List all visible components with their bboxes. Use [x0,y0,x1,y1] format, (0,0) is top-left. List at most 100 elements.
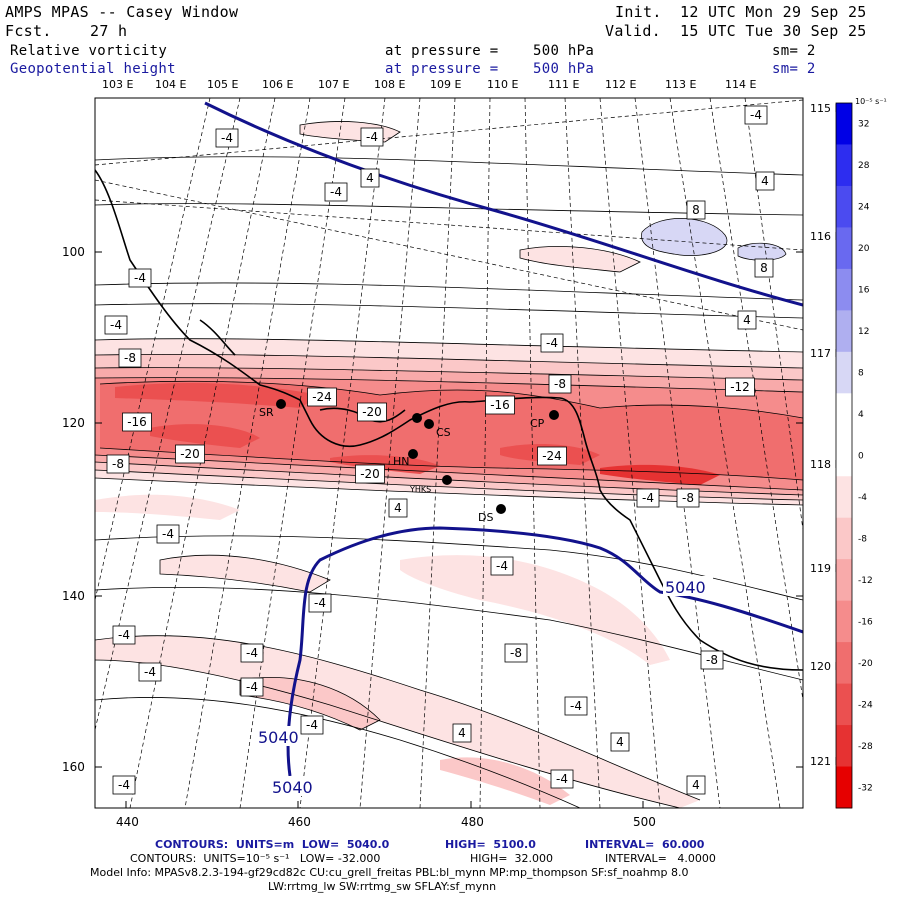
vorticity-label-box [324,182,348,202]
vorticity-label: -4 [642,491,654,505]
field1-pressure-label: at pressure = [385,43,499,59]
map-layers [95,98,803,808]
top-axis: 103 E 104 E 105 E 106 E 107 E 108 E 109 … [102,78,841,115]
colorbar-level-label: -12 [858,576,873,586]
station-cs-dot-1 [412,413,422,423]
right-lon-119: 119 E [810,562,841,575]
top-lon-105: 105 E [207,78,238,91]
vorticity-label-box [452,723,472,743]
vorticity-label: -4 [314,596,326,610]
vorticity-label-box [355,464,385,484]
colorbar-swatch [836,310,852,353]
station-hn-dot [408,449,418,459]
vorticity-label: -16 [127,415,147,429]
vorticity-label-box [636,488,660,508]
vorticity-label: -8 [510,646,522,660]
colorbar-swatch [836,766,852,809]
bottom-tick-480: 480 [461,815,484,829]
station-label-hn: HN [393,455,410,468]
colorbar-swatch [836,227,852,270]
vorticity-label-box [737,310,757,330]
vorticity-label: -8 [682,491,694,505]
vorticity-label: -4 [110,318,122,332]
vorticity-label-box [744,105,768,125]
vorticity-label: 8 [692,203,700,217]
top-lon-106: 106 E [262,78,293,91]
left-tick-120: 120 [62,416,85,430]
bottom-tick-460: 460 [288,815,311,829]
vorticity-label-box [725,377,755,397]
footer-vort-high: HIGH= 32.000 [470,852,554,865]
colorbar-swatch [836,351,852,394]
vorticity-label: -8 [124,351,136,365]
left-axis: 100 120 140 160 [62,245,85,774]
vorticity-label: -4 [162,527,174,541]
colorbar-swatch [836,559,852,602]
vorticity-label-box [240,643,264,663]
vorticity-label: -4 [306,718,318,732]
top-lon-103: 103 E [102,78,133,91]
vorticity-label-box [490,556,514,576]
field2-pressure-label: at pressure = [385,61,499,77]
station-label-ds: DS [478,511,493,524]
field2-smoothing: sm= 2 [772,61,816,77]
vorticity-label: 4 [761,174,769,188]
vorticity-label: -4 [221,131,233,145]
station-sr-dot [276,399,286,409]
colorbar-level-label: 8 [858,369,864,379]
bottom-tick-440: 440 [116,815,139,829]
top-lon-110: 110 E [487,78,518,91]
colorbar-swatch [836,103,852,145]
colorbar-level-label: -24 [858,700,873,710]
vorticity-label: 4 [394,501,402,515]
vorticity-label: -8 [706,653,718,667]
field1-smoothing: sm= 2 [772,43,816,59]
colorbar-level-label: -20 [858,659,873,669]
colorbar-level-label: -32 [858,783,873,793]
right-lon-120: 120 E [810,660,841,673]
vorticity-label: -8 [112,457,124,471]
colorbar-level-label: 0 [858,452,864,462]
height-label-2: 5040 [258,728,299,747]
vorticity-label-box [485,395,515,415]
colorbar-swatch [836,185,852,228]
colorbar-swatch [836,600,852,643]
vorticity-label: 4 [616,735,624,749]
footer-vort-contours: CONTOURS: UNITS=10⁻⁵ s⁻¹ LOW= -32.000 [130,852,381,865]
vorticity-label-box [156,524,180,544]
top-lon-104: 104 E [155,78,186,91]
top-lon-113: 113 E [665,78,696,91]
vorticity-label-box [122,412,152,432]
vorticity-label: -12 [730,380,750,394]
vorticity-label-box [360,127,384,147]
colorbar-level-label: 20 [858,244,870,254]
forecast-label: Fcst. [5,22,52,40]
vorticity-label: 4 [458,726,466,740]
station-cp-dot [549,410,559,420]
vorticity-label-box [388,498,408,518]
vorticity-label: -24 [542,449,562,463]
field2-name: Geopotential height [10,61,176,77]
vorticity-label: -16 [490,398,510,412]
top-lon-112: 112 E [605,78,636,91]
vorticity-label: -20 [362,405,382,419]
valid-time: 15 UTC Tue 30 Sep 25 [680,22,867,40]
colorbar-level-label: 12 [858,327,869,337]
vorticity-label: 4 [692,778,700,792]
vorticity-label: -4 [118,628,130,642]
colorbar-swatch [836,393,852,436]
station-label-sr: SR [259,406,274,419]
colorbar-swatch [836,725,852,768]
vorticity-label-box [686,775,706,795]
colorbar-level-label: 24 [858,203,870,213]
colorbar-level-label: -16 [858,617,873,627]
vorticity-label-box [686,200,706,220]
vorticity-label: -4 [750,108,762,122]
bottom-tick-500: 500 [633,815,656,829]
vorticity-label-box [106,454,130,474]
vorticity-label: -8 [554,377,566,391]
field1-name: Relative vorticity [10,43,168,59]
footer-height-interval: INTERVAL= 60.000 [585,838,705,851]
vorticity-label-box [215,128,239,148]
vorticity-label-box [504,643,528,663]
